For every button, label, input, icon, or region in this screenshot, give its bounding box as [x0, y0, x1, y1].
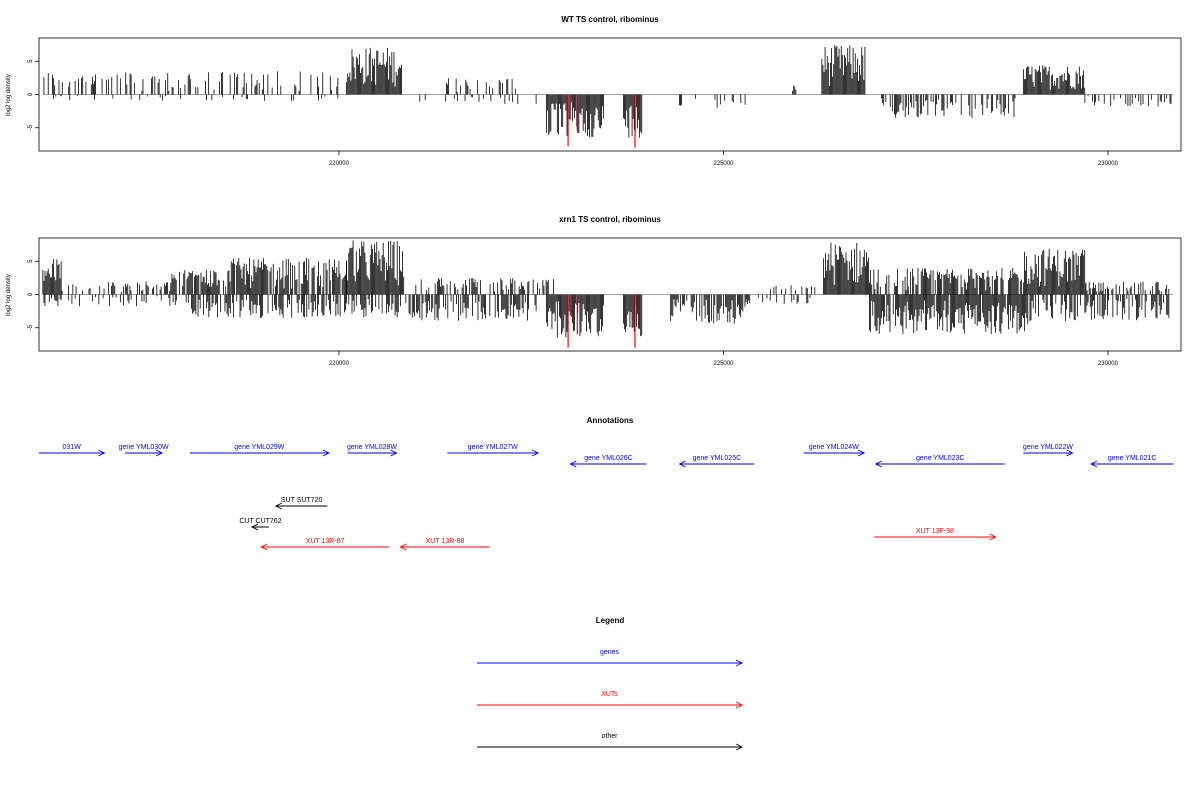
- wt-x-axis: 220000 225000 230000: [329, 151, 1119, 167]
- legend-label: genes: [600, 649, 620, 656]
- annotations-title: Annotations: [587, 416, 634, 425]
- annotation-feature: gene YML025C: [678, 455, 755, 468]
- xrn1-ytick-label: 5: [28, 259, 34, 263]
- annotation-label: gene YML029W: [234, 444, 284, 451]
- annotation-features: 031W gene YML030W gene YML029W gene YML028W…: [39, 444, 1174, 551]
- xrn1-track: xrn1 TS control, ribominus log2 log dens…: [6, 215, 1182, 367]
- arrowhead-icon: [735, 743, 744, 751]
- wt-xtick-label: 230000: [1098, 161, 1119, 167]
- arrowhead-icon: [260, 543, 268, 551]
- annotation-feature: gene YML023C: [874, 455, 1005, 468]
- annotation-feature: gene YML030W: [119, 444, 169, 457]
- legend-item: XUTs: [477, 691, 744, 709]
- annotation-label: 031W: [63, 444, 82, 451]
- wt-ytick-label: 0: [28, 92, 34, 96]
- annotation-feature: CUT CUT762: [239, 518, 282, 531]
- arrowhead-icon: [1066, 449, 1074, 457]
- annotation-feature: gene YML024W: [803, 444, 866, 457]
- annotation-label: gene YML021C: [1108, 455, 1157, 462]
- arrowhead-icon: [678, 460, 686, 468]
- annotation-label: gene YML026C: [584, 455, 633, 462]
- xrn1-x-axis: 220000 225000 230000: [329, 351, 1119, 367]
- arrowhead-icon: [531, 449, 540, 457]
- annotation-feature: gene YML021C: [1090, 455, 1174, 468]
- xrn1-ytick-label: -5: [28, 324, 34, 330]
- wt-track-title: WT TS control, ribominus: [561, 15, 659, 24]
- wt-xtick-label: 225000: [713, 161, 734, 167]
- annotation-label: gene YML027W: [468, 444, 518, 451]
- wt-track: WT TS control, ribominus log2 log densit…: [6, 15, 1182, 167]
- wt-y-axis: -5 0 5: [28, 59, 39, 130]
- annotation-label: XUT 13F-98: [916, 528, 954, 535]
- xrn1-xtick-label: 225000: [713, 361, 734, 367]
- annotation-label: SUT SUT720: [281, 497, 323, 504]
- annotation-label: gene YML023C: [916, 455, 965, 462]
- wt-ytick-label: -5: [28, 124, 34, 130]
- xrn1-track-title: xrn1 TS control, ribominus: [559, 215, 661, 224]
- legend-title: Legend: [596, 616, 625, 625]
- arrowhead-icon: [857, 449, 866, 457]
- arrowhead-icon: [322, 449, 330, 457]
- annotation-feature: gene YML026C: [569, 455, 647, 468]
- arrowhead-icon: [390, 449, 398, 457]
- xrn1-y-axis-label: log2 log density: [6, 274, 12, 316]
- arrowhead-icon: [569, 460, 577, 468]
- arrowhead-icon: [98, 449, 106, 457]
- annotation-label: XUT 13R-88: [426, 538, 465, 545]
- annotation-label: XUT 13R-87: [306, 538, 345, 545]
- annotation-feature: XUT 13R-88: [399, 538, 490, 551]
- arrowhead-icon: [399, 543, 407, 551]
- annotation-feature: gene YML028W: [347, 444, 398, 457]
- arrowhead-icon: [735, 701, 744, 709]
- wt-xtick-label: 220000: [329, 161, 350, 167]
- arrowhead-icon: [989, 533, 997, 541]
- annotation-feature: gene YML027W: [447, 444, 540, 457]
- arrowhead-icon: [251, 523, 259, 531]
- annotation-label: gene YML028W: [347, 444, 397, 451]
- annotation-feature: gene YML029W: [189, 444, 330, 457]
- legend-item: genes: [477, 649, 744, 667]
- arrowhead-icon: [1090, 460, 1098, 468]
- xrn1-bars: [42, 240, 1170, 348]
- annotation-feature: XUT 13F-98: [874, 528, 997, 541]
- annotations-panel: Annotations 031W gene YML030W gene YML029W…: [39, 416, 1174, 551]
- annotation-feature: 031W: [39, 444, 106, 457]
- annotation-label: gene YML022W: [1023, 444, 1073, 451]
- arrowhead-icon: [735, 659, 744, 667]
- legend-item: other: [477, 733, 744, 751]
- wt-ytick-label: 5: [28, 59, 34, 63]
- xrn1-y-axis: -5 0 5: [28, 259, 39, 330]
- annotation-feature: SUT SUT720: [274, 497, 328, 510]
- xrn1-xtick-label: 230000: [1098, 361, 1119, 367]
- legend-items: genes XUTs other: [477, 649, 744, 751]
- annotation-label: gene YML024W: [809, 444, 859, 451]
- wt-bars: [43, 45, 1172, 148]
- legend-label: other: [602, 733, 619, 740]
- annotation-label: gene YML025C: [693, 455, 742, 462]
- wt-y-axis-label: log2 log density: [6, 74, 12, 116]
- legend: Legend genes XUTs other: [477, 616, 744, 751]
- arrowhead-icon: [274, 502, 283, 510]
- arrowhead-icon: [155, 449, 164, 457]
- annotation-feature: gene YML022W: [1023, 444, 1074, 457]
- xrn1-ytick-label: 0: [28, 292, 34, 296]
- annotation-feature: XUT 13R-87: [260, 538, 389, 551]
- annotation-label: gene YML030W: [119, 444, 169, 451]
- legend-label: XUTs: [601, 691, 618, 698]
- annotation-label: CUT CUT762: [239, 518, 281, 525]
- arrowhead-icon: [874, 460, 882, 468]
- xrn1-xtick-label: 220000: [329, 361, 350, 367]
